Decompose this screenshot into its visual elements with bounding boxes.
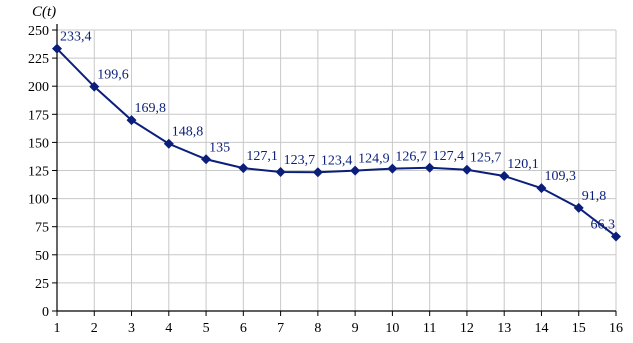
- y-tick-label: 50: [35, 249, 49, 264]
- data-point-marker: [238, 163, 249, 174]
- y-tick-label: 0: [42, 305, 49, 320]
- data-point-marker: [126, 115, 137, 126]
- x-tick-label: 13: [497, 321, 511, 336]
- y-tick-label: 100: [28, 193, 49, 208]
- y-axis-title: C(t): [32, 4, 56, 20]
- data-point-marker: [52, 43, 62, 54]
- series: [52, 43, 621, 242]
- y-tick-label: 175: [28, 108, 49, 123]
- x-tick-label: 2: [91, 321, 98, 336]
- data-point-marker: [573, 202, 584, 213]
- data-label: 148,8: [172, 125, 204, 140]
- x-tick-label: 7: [277, 321, 284, 336]
- x-tick-label: 10: [385, 321, 399, 336]
- data-point-marker: [163, 138, 174, 149]
- x-tick-label: 5: [203, 321, 210, 336]
- data-label: 125,7: [470, 151, 502, 166]
- data-point-marker: [611, 231, 621, 242]
- data-point-marker: [89, 81, 100, 92]
- x-tick-label: 4: [165, 321, 172, 336]
- data-label: 127,1: [246, 149, 277, 164]
- data-point-marker: [350, 165, 361, 176]
- y-tick-label: 150: [28, 136, 49, 151]
- x-tick-label: 8: [314, 321, 321, 336]
- y-tick-label: 250: [28, 24, 49, 39]
- data-point-marker: [536, 183, 547, 194]
- data-label: 66,3: [591, 217, 616, 232]
- x-tick-label: 9: [352, 321, 359, 336]
- y-tick-label: 75: [35, 221, 49, 236]
- y-tick-label: 25: [35, 277, 49, 292]
- x-tick-label: 6: [240, 321, 247, 336]
- data-label: 135: [209, 140, 230, 155]
- x-tick-label: 1: [54, 321, 61, 336]
- series-line: [56, 47, 617, 238]
- x-tick-label: 11: [423, 321, 436, 336]
- data-label: 109,3: [544, 169, 576, 184]
- x-tick-label: 14: [534, 321, 548, 336]
- data-point-marker: [461, 164, 472, 175]
- data-point-marker: [201, 154, 212, 165]
- data-point-marker: [424, 162, 435, 173]
- x-tick-label: 15: [572, 321, 586, 336]
- data-label: 233,4: [60, 30, 92, 45]
- data-label: 199,6: [97, 68, 128, 83]
- data-label: 126,7: [395, 150, 427, 165]
- data-label: 91,8: [582, 189, 607, 204]
- data-label: 120,1: [507, 157, 539, 172]
- y-tick-label: 200: [28, 80, 49, 95]
- data-labels: 233,4 199,6 169,8 148,8 135 127,1 123,7 123,4 12…: [60, 30, 615, 233]
- data-point-marker: [499, 171, 510, 182]
- data-label: 123,4: [321, 153, 353, 168]
- y-tick-label: 125: [28, 165, 49, 180]
- data-label: 127,4: [433, 149, 465, 164]
- data-point-marker: [387, 163, 398, 174]
- x-tick-label: 16: [609, 321, 623, 336]
- data-label: 169,8: [135, 101, 167, 116]
- data-point-marker: [275, 166, 286, 177]
- data-label: 123,7: [284, 153, 316, 168]
- x-tick-label: 12: [460, 321, 474, 336]
- data-label: 124,9: [358, 152, 390, 167]
- data-point-marker: [312, 167, 323, 178]
- axes: [52, 24, 617, 316]
- y-tick-label: 225: [28, 52, 49, 67]
- x-tick-label: 3: [128, 321, 135, 336]
